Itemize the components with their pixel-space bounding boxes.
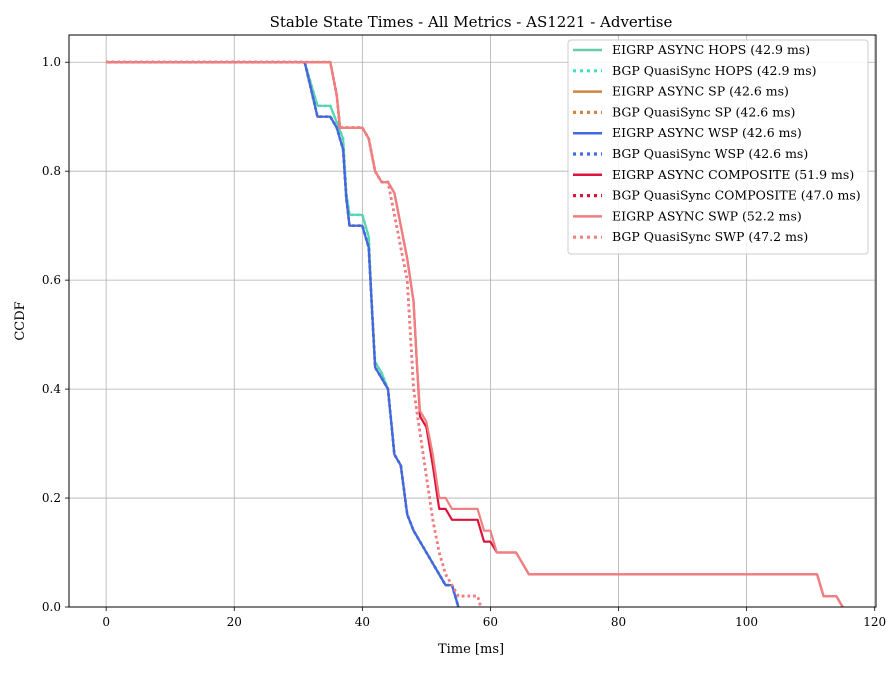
x-tick-label: 120 [863, 615, 886, 629]
series-line-10 [106, 60, 483, 607]
x-axis-label: Time [ms] [438, 642, 504, 657]
x-tick-label: 100 [735, 615, 758, 629]
y-tick-label: 0.6 [42, 273, 61, 287]
series-lines [106, 60, 844, 607]
chart-title: Stable State Times - All Metrics - AS122… [270, 13, 673, 31]
plot-frame [68, 34, 877, 608]
legend-label: BGP QuasiSync COMPOSITE (47.0 ms) [612, 188, 861, 203]
legend-label: EIGRP ASYNC HOPS (42.9 ms) [612, 42, 810, 57]
y-tick-label: 0.8 [42, 164, 61, 178]
series-line-1 [106, 61, 460, 607]
legend-label: BGP QuasiSync SP (42.6 ms) [612, 104, 795, 119]
series-line-6 [106, 60, 460, 607]
legend-label: EIGRP ASYNC SP (42.6 ms) [612, 84, 789, 99]
y-tick-label: 1.0 [42, 55, 61, 69]
x-tick-label: 20 [227, 615, 242, 629]
series-line-4 [106, 60, 460, 607]
y-axis-ticks: 0.0 0.2 0.4 0.6 0.8 1.0 [42, 55, 69, 614]
series-line-5 [106, 61, 460, 607]
x-tick-label: 60 [483, 615, 498, 629]
legend-label: EIGRP ASYNC WSP (42.6 ms) [612, 125, 802, 140]
legend-label: BGP QuasiSync WSP (42.6 ms) [612, 146, 808, 161]
legend-label: EIGRP ASYNC COMPOSITE (51.9 ms) [612, 167, 854, 182]
legend-label: BGP QuasiSync SWP (47.2 ms) [612, 229, 808, 244]
y-axis-label: CCDF [13, 301, 28, 340]
series-line-3 [106, 61, 460, 607]
legend-box [567, 39, 869, 255]
series-line-8 [106, 60, 483, 607]
y-tick-label: 0.0 [42, 600, 61, 614]
legend-label: EIGRP ASYNC SWP (52.2 ms) [612, 208, 802, 223]
legend: EIGRP ASYNC HOPS (42.9 ms) BGP QuasiSync … [567, 39, 869, 255]
series-line-2 [106, 60, 460, 607]
x-tick-label: 40 [355, 615, 370, 629]
x-tick-label: 0 [102, 615, 110, 629]
y-tick-label: 0.2 [42, 491, 61, 505]
y-tick-label: 0.4 [42, 382, 61, 396]
series-line-9 [106, 61, 844, 607]
legend-label: BGP QuasiSync HOPS (42.9 ms) [612, 63, 817, 78]
x-axis-ticks: 0 20 40 60 80 100 120 [102, 607, 886, 629]
x-tick-label: 80 [611, 615, 626, 629]
